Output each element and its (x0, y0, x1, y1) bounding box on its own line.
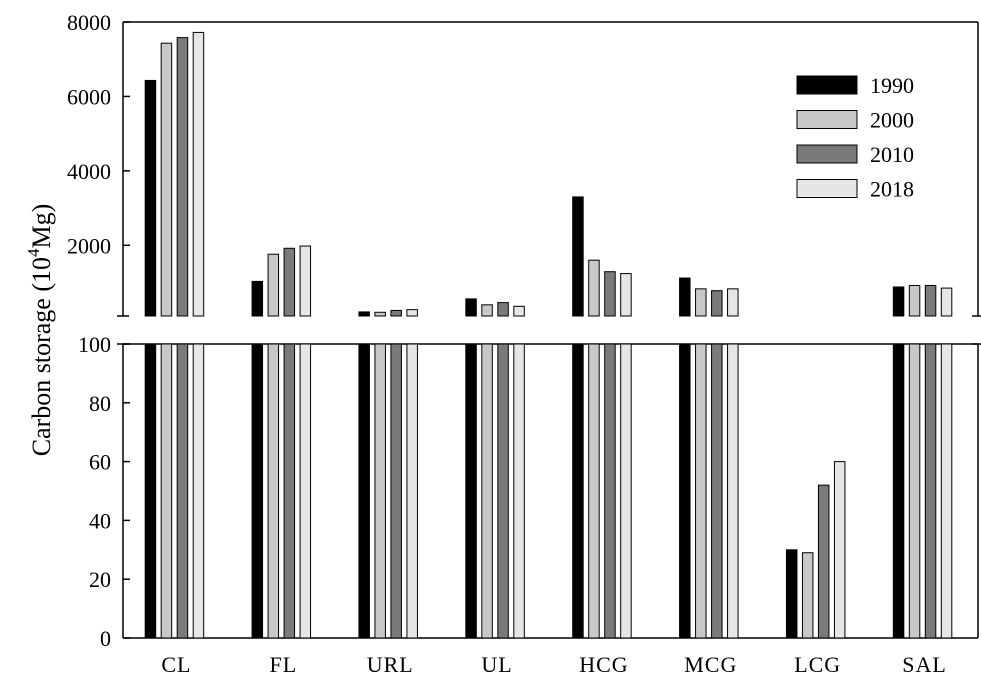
bar-lcg-2000 (801, 552, 814, 639)
bar-mcg-2000-lower (695, 343, 707, 639)
bar-cl-2000-upper (160, 42, 173, 317)
bar-cl-1990-upper (144, 79, 157, 317)
legend-swatch-1990 (796, 75, 858, 95)
y-axis-title-sup: 4 (24, 248, 43, 257)
upper-y-tick-label: 4000 (67, 159, 111, 184)
upper-y-tick-label: 6000 (67, 84, 111, 109)
bar-cl-1990-lower (144, 343, 157, 639)
bar-hcg-1990-upper (572, 196, 584, 317)
bar-fl-2000-lower (267, 343, 280, 639)
bar-url-1990-lower (358, 343, 370, 639)
bar-hcg-2018-lower (620, 343, 632, 639)
bar-sal-2018-lower (940, 343, 953, 639)
x-tick-label-hcg: HCG (579, 652, 628, 677)
x-tick-label-sal: SAL (902, 652, 947, 677)
bar-cl-2018-upper (192, 31, 205, 317)
legend-label-2000: 2000 (870, 108, 914, 133)
legend-swatch-2018 (796, 179, 858, 198)
bar-mcg-2000-upper (695, 288, 707, 317)
bar-lcg-2010 (817, 484, 830, 639)
bar-url-2010-lower (390, 343, 402, 639)
x-tick-label-fl: FL (269, 652, 297, 677)
bar-mcg-2018-upper (727, 288, 739, 317)
bar-hcg-2000-lower (588, 343, 600, 639)
lower-y-tick-label: 40 (89, 508, 111, 533)
x-tick-label-lcg: LCG (794, 652, 841, 677)
bar-url-2018-lower (406, 343, 418, 639)
bar-lcg-2018 (833, 461, 846, 639)
bar-fl-2010-lower (283, 343, 296, 639)
bar-fl-2010-upper (283, 247, 296, 317)
bar-ul-2010-lower (497, 343, 509, 639)
bar-url-1990-upper (358, 311, 370, 317)
bar-fl-1990-lower (251, 343, 264, 639)
bar-sal-2010-upper (924, 284, 937, 317)
y-axis-title-unit: Mg) (27, 204, 56, 249)
bar-cl-2010-lower (176, 343, 189, 639)
bar-ul-2010-upper (497, 302, 509, 317)
bar-sal-2000-upper (908, 284, 921, 317)
upper-y-tick-label: 2000 (67, 233, 111, 258)
bar-cl-2010-upper (176, 37, 189, 317)
bar-mcg-2010-upper (711, 290, 723, 317)
lower-y-tick-label: 100 (78, 332, 111, 357)
legend-swatch-2000 (796, 110, 858, 129)
x-tick-label-cl: CL (161, 652, 191, 677)
legend-label-2010: 2010 (870, 142, 914, 167)
plot-area: 2000 4000 6000 8000 0 20 40 60 80 100 CL FL URL UL HCG… (67, 10, 981, 677)
bar-hcg-2010-upper (604, 271, 616, 317)
bar-ul-1990-upper (465, 298, 477, 317)
bar-hcg-1990-lower (572, 343, 584, 639)
bar-ul-1990-lower (465, 343, 477, 639)
legend-label-2018: 2018 (870, 177, 914, 202)
bar-fl-1990-upper (251, 280, 264, 317)
bar-ul-2000-lower (481, 343, 493, 639)
bar-url-2018-upper (406, 309, 418, 317)
bar-ul-2018-upper (513, 305, 525, 317)
bar-mcg-2010-lower (711, 343, 723, 639)
bar-ul-2000-upper (481, 304, 493, 317)
x-tick-label-mcg: MCG (684, 652, 737, 677)
bar-url-2010-upper (390, 309, 402, 317)
bar-sal-1990-upper (892, 286, 905, 317)
upper-y-tick-label: 8000 (67, 10, 111, 35)
bar-fl-2000-upper (267, 253, 280, 317)
bar-cl-2018-lower (192, 343, 205, 639)
bar-fl-2018-upper (299, 245, 312, 317)
y-axis-title-main: Carbon storage (10 (27, 257, 56, 456)
bar-mcg-1990-lower (679, 343, 691, 639)
y-axis-title: Carbon storage (104Mg) (24, 204, 56, 457)
bar-sal-2000-lower (908, 343, 921, 639)
bar-hcg-2018-upper (620, 273, 632, 317)
x-tick-label-ul: UL (481, 652, 512, 677)
bar-url-2000-lower (374, 343, 386, 639)
bar-hcg-2000-upper (588, 259, 600, 317)
legend-swatch-2010 (796, 144, 858, 164)
bar-sal-2010-lower (924, 343, 937, 639)
bar-ul-2018-lower (513, 343, 525, 639)
lower-y-tick-label: 60 (89, 450, 111, 475)
bar-hcg-2010-lower (604, 343, 616, 639)
bar-fl-2018-lower (299, 343, 312, 639)
legend-label-1990: 1990 (870, 73, 914, 98)
bar-sal-2018-upper (940, 287, 953, 317)
bar-mcg-2018-lower (727, 343, 739, 639)
bar-mcg-1990-upper (679, 277, 691, 317)
x-tick-label-url: URL (367, 652, 414, 677)
lower-y-tick-label: 0 (100, 626, 111, 651)
lower-y-tick-label: 20 (89, 567, 111, 592)
bar-sal-1990-lower (892, 343, 905, 639)
bar-lcg-1990 (785, 549, 798, 639)
bar-cl-2000-lower (160, 343, 173, 639)
bar-url-2000-upper (374, 311, 386, 317)
lower-y-tick-label: 80 (89, 391, 111, 416)
